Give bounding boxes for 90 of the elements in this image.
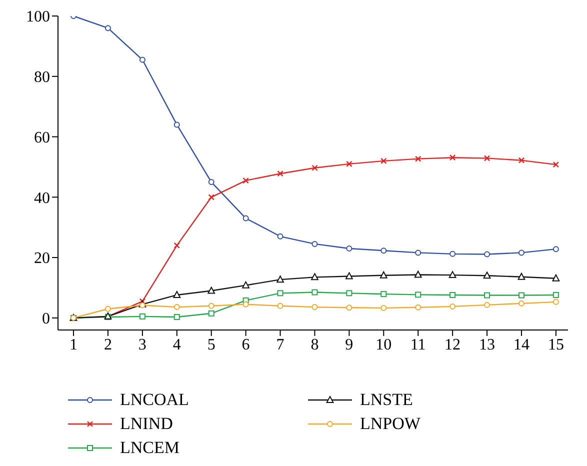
point — [276, 276, 284, 283]
point — [380, 304, 387, 311]
point — [174, 122, 180, 128]
legend-label: LNCOAL — [120, 390, 189, 410]
point — [312, 289, 318, 296]
y-tick-label: 60 — [34, 129, 50, 146]
point — [518, 300, 524, 306]
point — [484, 251, 490, 258]
point — [552, 274, 560, 282]
point — [552, 298, 559, 305]
point — [450, 250, 456, 257]
legend-label: LNCEM — [120, 438, 180, 458]
point — [346, 304, 352, 311]
point — [552, 161, 560, 168]
point — [380, 248, 387, 254]
x-tick-label: 12 — [444, 336, 461, 354]
point — [312, 164, 318, 171]
point — [380, 158, 387, 164]
point — [450, 292, 456, 298]
x-tick-label: 15 — [548, 336, 564, 354]
point — [346, 245, 352, 252]
point — [484, 155, 490, 162]
point — [380, 271, 388, 278]
x-tick-label: 14 — [513, 336, 530, 354]
point — [449, 154, 456, 161]
x-tick-label: 6 — [242, 336, 250, 354]
point — [242, 301, 249, 308]
point — [312, 240, 318, 247]
x-tick-label: 8 — [310, 336, 319, 354]
x-tick-label: 9 — [345, 336, 354, 354]
point — [518, 157, 525, 164]
y-tick-label: 100 — [26, 8, 50, 26]
point — [346, 290, 352, 296]
x-tick-label: 5 — [207, 336, 216, 354]
point — [484, 302, 490, 308]
point — [277, 290, 284, 296]
point — [311, 273, 318, 280]
point — [552, 246, 559, 252]
point — [139, 302, 146, 308]
point — [518, 272, 526, 280]
point — [345, 272, 353, 280]
y-tick-label: 80 — [34, 69, 50, 86]
point — [484, 292, 490, 298]
point — [483, 272, 491, 279]
x-tick-label: 1 — [70, 336, 78, 354]
point — [173, 290, 181, 298]
point — [174, 314, 180, 320]
x-tick-label: 3 — [138, 336, 146, 354]
point — [448, 271, 456, 278]
point — [104, 306, 111, 312]
y-tick-label: 20 — [34, 250, 50, 268]
point — [277, 170, 284, 177]
x-tick-label: 13 — [479, 336, 496, 354]
point — [415, 250, 422, 256]
point — [208, 179, 214, 186]
point — [139, 313, 146, 320]
point — [242, 177, 249, 184]
x-tick-label: 11 — [410, 336, 426, 354]
point — [415, 292, 422, 298]
point — [277, 233, 284, 240]
point — [208, 286, 216, 294]
legend-label: LNSTE — [360, 390, 413, 410]
x-tick-label: 10 — [376, 336, 392, 354]
point — [242, 215, 249, 222]
point — [174, 304, 180, 310]
point — [174, 242, 180, 249]
point — [414, 270, 422, 278]
point — [518, 292, 524, 298]
point — [104, 25, 111, 32]
point — [415, 304, 422, 310]
x-tick-label: 4 — [172, 336, 181, 354]
point — [346, 160, 352, 168]
point — [208, 302, 214, 309]
point — [208, 194, 214, 200]
point — [552, 292, 559, 298]
point — [312, 304, 318, 310]
point — [518, 250, 524, 256]
x-tick-label: 7 — [276, 336, 284, 354]
y-tick-label: 0 — [42, 310, 50, 328]
point — [415, 156, 422, 162]
y-tick-label: 40 — [34, 190, 50, 207]
point — [139, 56, 146, 63]
legend-label: LNPOW — [360, 414, 420, 434]
legend-label: LNIND — [120, 414, 173, 434]
point — [208, 310, 214, 316]
x-tick-label: 2 — [104, 336, 112, 354]
point — [277, 302, 284, 309]
point — [450, 303, 456, 310]
point — [242, 281, 250, 288]
point — [380, 291, 387, 298]
